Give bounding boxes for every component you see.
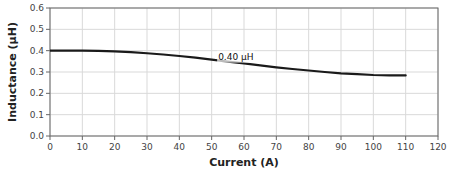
x-tick — [276, 136, 277, 140]
y-tick — [46, 29, 50, 30]
y-axis-label: Inductance (μH) — [6, 22, 19, 122]
x-tick — [147, 136, 148, 140]
x-axis-label: Current (A) — [209, 156, 279, 169]
x-tick-label: 110 — [397, 142, 414, 152]
y-tick — [46, 93, 50, 94]
annotation-background — [217, 51, 254, 63]
x-tick — [405, 136, 406, 140]
grid — [50, 8, 438, 136]
y-tick — [46, 72, 50, 73]
x-tick — [244, 136, 245, 140]
x-tick — [373, 136, 374, 140]
y-tick — [46, 50, 50, 51]
x-tick-label: 80 — [303, 142, 315, 152]
x-tick-label: 30 — [141, 142, 153, 152]
y-tick — [46, 114, 50, 115]
series — [50, 51, 406, 76]
y-tick-label: 0.1 — [30, 110, 44, 120]
y-tick-label: 0.2 — [30, 88, 44, 98]
x-tick-label: 90 — [335, 142, 347, 152]
x-tick-label: 10 — [77, 142, 89, 152]
x-tick — [82, 136, 83, 140]
chart: 0 10 20 30 40 50 60 70 80 90 100 110 120 0.0 0.1 0.2 0.3… — [0, 0, 450, 172]
x-tick — [341, 136, 342, 140]
y-tick-label: 0.0 — [30, 131, 45, 141]
x-tick-label: 20 — [109, 142, 121, 152]
x-tick — [211, 136, 212, 140]
x-tick-label: 120 — [429, 142, 446, 152]
y-grid-line — [50, 72, 438, 73]
line — [50, 51, 406, 76]
y-tick — [46, 136, 50, 137]
axes: 0 10 20 30 40 50 60 70 80 90 100 110 120 0.0 0.1 0.2 0.3… — [30, 3, 447, 152]
x-tick-label: 70 — [271, 142, 283, 152]
y-grid-line — [50, 114, 438, 115]
y-grid-line — [50, 93, 438, 94]
y-grid-line — [50, 29, 438, 30]
y-tick — [46, 8, 50, 9]
x-tick-label: 0 — [47, 142, 53, 152]
y-tick-label: 0.4 — [30, 46, 45, 56]
x-tick — [50, 136, 51, 140]
x-tick-label: 50 — [206, 142, 218, 152]
annotation-text: 0.40 μH — [218, 52, 253, 62]
x-tick — [438, 136, 439, 140]
x-tick — [114, 136, 115, 140]
y-tick-label: 0.6 — [30, 3, 45, 13]
x-tick-label: 60 — [238, 142, 250, 152]
x-tick-label: 40 — [174, 142, 186, 152]
x-tick — [179, 136, 180, 140]
y-tick-label: 0.5 — [30, 24, 44, 34]
annotation: 0.40 μH — [217, 51, 254, 63]
x-tick-label: 100 — [365, 142, 382, 152]
y-tick-label: 0.3 — [30, 67, 44, 77]
plot-frame — [50, 8, 438, 136]
x-tick — [308, 136, 309, 140]
plot-area — [50, 8, 438, 136]
